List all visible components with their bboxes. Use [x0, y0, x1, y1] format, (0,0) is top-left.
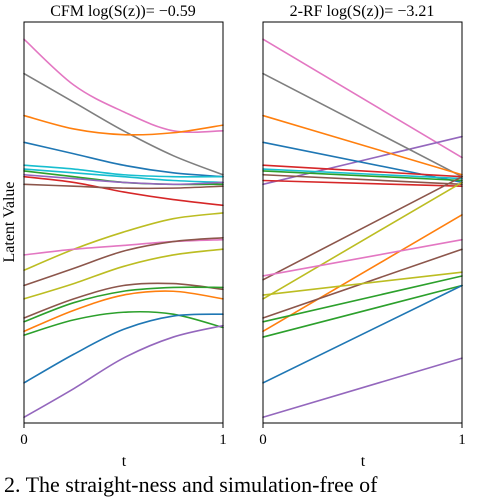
- y-axis-label: Latent Value: [1, 181, 18, 262]
- rf-series-line-10: [262, 175, 463, 281]
- rf-series-line-13: [262, 238, 463, 277]
- cfm-series-line-9: [23, 183, 224, 190]
- rf-series-line-9: [262, 179, 463, 188]
- cfm-series-line-17: [23, 310, 224, 336]
- figure-caption: 2. The straight-ness and simulation-free…: [4, 472, 378, 497]
- cfm-series-line-16: [23, 290, 224, 333]
- cfm-x-axis-label: t: [122, 453, 127, 470]
- rf-series-line-17: [262, 284, 463, 338]
- cfm-series-line-13: [23, 248, 224, 300]
- cfm-panel: CFM log(S(z))= −0.59 0 1 t Latent Value: [1, 3, 227, 470]
- rf-series-line-12: [262, 214, 463, 333]
- rf-series-line-2: [262, 72, 463, 178]
- cfm-series-line-5: [23, 168, 224, 184]
- cfm-series-group: [23, 38, 224, 419]
- cfm-series-line-18: [23, 313, 224, 384]
- cfm-plot-frame: [23, 21, 224, 424]
- cfm-x-tick-label-1: 1: [219, 432, 227, 448]
- rf-series-line-16: [262, 275, 463, 323]
- rf-series-line-3: [262, 114, 463, 176]
- rf-series-line-6: [262, 168, 463, 180]
- rf-series-line-11: [262, 181, 463, 300]
- cfm-series-line-4: [23, 164, 224, 178]
- rf-panel: 2-RF log(S(z))= −3.21 0 1 t: [259, 3, 466, 470]
- rf-series-group: [262, 38, 463, 419]
- rf-x-tick-label-0: 0: [259, 432, 267, 448]
- cfm-series-line-8: [23, 175, 224, 207]
- rf-series-line-15: [262, 271, 463, 296]
- cfm-series-line-3: [23, 141, 224, 178]
- cfm-series-line-12: [23, 236, 224, 287]
- rf-series-line-19: [262, 357, 463, 419]
- cfm-series-line-10: [23, 212, 224, 272]
- rf-panel-title: 2-RF log(S(z))= −3.21: [290, 3, 435, 20]
- rf-series-line-0: [262, 38, 463, 159]
- rf-series-line-5: [262, 164, 463, 178]
- rf-series-line-4: [262, 141, 463, 184]
- rf-x-tick-label-1: 1: [458, 432, 466, 448]
- rf-series-line-8: [262, 173, 463, 186]
- cfm-series-line-14: [23, 282, 224, 319]
- cfm-series-line-15: [23, 286, 224, 323]
- cfm-x-tick-label-0: 0: [20, 432, 28, 448]
- cfm-series-line-2: [23, 114, 224, 136]
- cfm-series-line-7: [23, 173, 224, 186]
- rf-x-axis-label: t: [361, 453, 366, 470]
- rf-plot-frame: [262, 21, 463, 424]
- cfm-panel-title: CFM log(S(z))= −0.59: [50, 3, 196, 20]
- cfm-series-line-19: [23, 324, 224, 419]
- cfm-series-line-1: [23, 72, 224, 176]
- cfm-series-line-0: [23, 38, 224, 134]
- rf-series-line-18: [262, 284, 463, 384]
- rf-series-line-7: [262, 170, 463, 182]
- cfm-series-line-11: [23, 238, 224, 256]
